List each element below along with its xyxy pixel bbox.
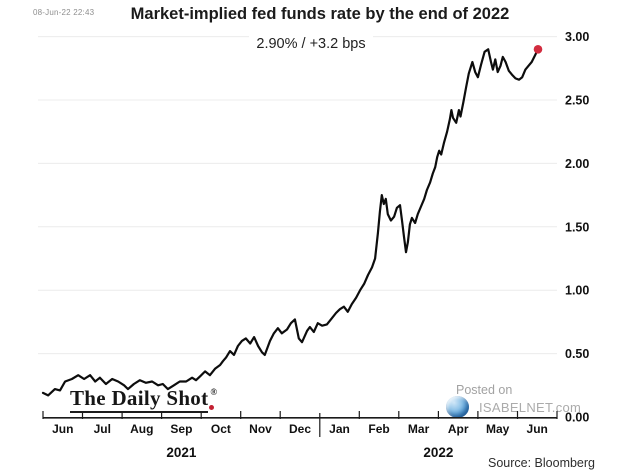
x-axis-month-label: Mar	[408, 422, 430, 436]
posted-on-watermark-label: Posted on	[456, 383, 513, 397]
y-axis-tick-label: 2.50	[565, 94, 589, 108]
latest-value-annotation: 2.90% / +3.2 bps	[249, 35, 373, 53]
x-axis-month-label: Jun	[52, 422, 73, 436]
daily-shot-logo-mark: ®	[208, 387, 219, 412]
daily-shot-logo-text: The Daily Shot	[70, 386, 209, 413]
daily-shot-logo: The Daily Shot ®	[70, 386, 219, 413]
x-axis-month-label: Apr	[448, 422, 469, 436]
annotation-wrap: 2.90% / +3.2 bps	[150, 35, 472, 53]
rate-line	[41, 48, 540, 397]
isabelnet-globe-icon	[446, 396, 469, 418]
y-axis-tick-label: 0.50	[565, 347, 589, 361]
x-axis-year-label: 2022	[423, 445, 453, 460]
isabelnet-watermark-label: ISABELNET.com	[479, 400, 582, 415]
y-axis-tick-label: 2.00	[565, 157, 589, 171]
y-axis-tick-label: 1.50	[565, 220, 589, 234]
source-attribution: Source: Bloomberg	[488, 456, 596, 470]
x-axis-month-label: Aug	[130, 422, 153, 436]
x-axis-year-label: 2021	[166, 445, 197, 460]
y-axis-tick-label: 3.00	[565, 30, 589, 44]
chart-timestamp: 08-Jun-22 22:43	[33, 8, 95, 17]
y-axis-tick-label: 0.00	[565, 411, 589, 425]
y-axis-tick-label: 1.00	[565, 284, 589, 298]
x-axis-month-label: Jun	[527, 422, 548, 436]
x-axis-month-label: Dec	[289, 422, 311, 436]
registered-trademark-icon: ®	[210, 387, 218, 397]
x-axis-month-label: Jul	[94, 422, 111, 436]
x-axis-month-label: May	[486, 422, 510, 436]
x-axis-month-label: Oct	[211, 422, 231, 436]
end-point-marker	[533, 45, 543, 54]
x-axis-month-label: Nov	[249, 422, 272, 436]
x-axis-month-label: Jan	[329, 422, 350, 436]
chart-title: Market-implied fed funds rate by the end…	[130, 5, 510, 23]
daily-shot-red-period-icon	[209, 405, 215, 410]
x-axis-month-label: Feb	[368, 422, 389, 436]
x-axis-month-label: Sep	[170, 422, 192, 436]
